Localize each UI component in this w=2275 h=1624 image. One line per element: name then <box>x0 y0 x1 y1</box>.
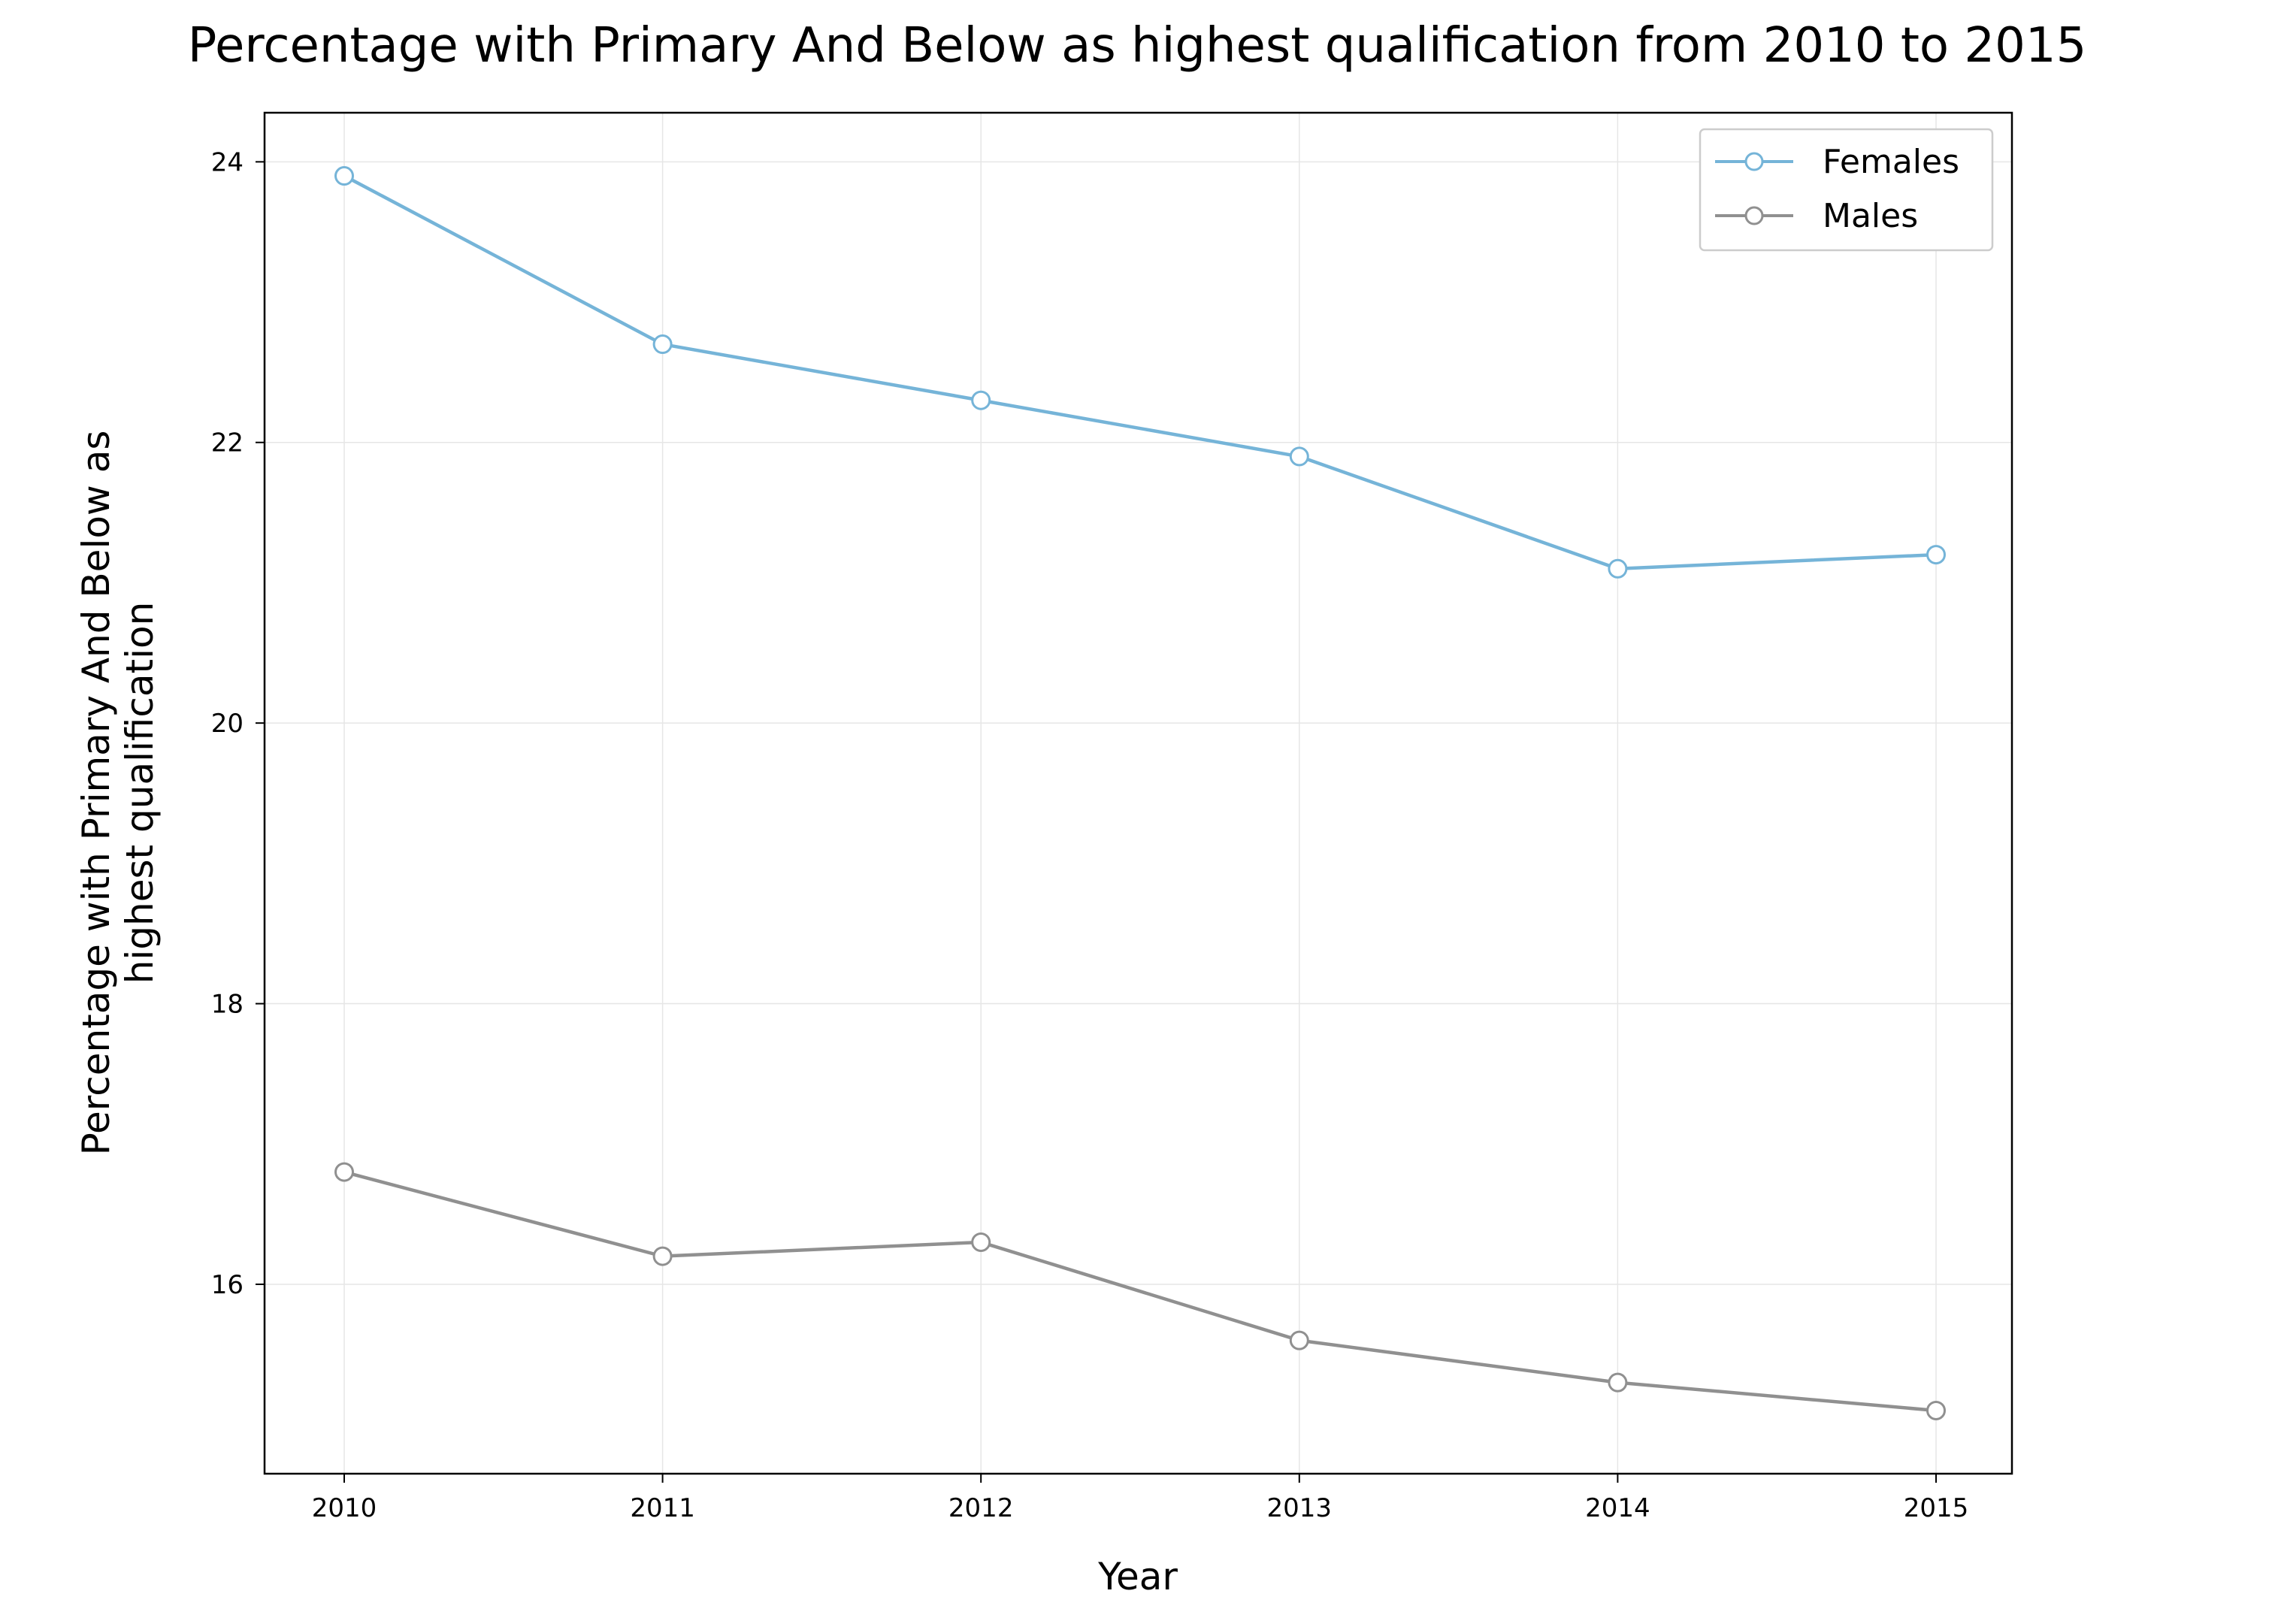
data-point-females <box>1289 446 1309 467</box>
plot-frame <box>263 111 2013 1475</box>
y-tick-label: 20 <box>211 709 244 739</box>
x-axis-label: Year <box>1097 1555 1178 1598</box>
legend-marker-males <box>1744 206 1764 225</box>
data-point-males <box>1289 1330 1309 1350</box>
y-axis-label-line-2: highest qualification <box>118 602 162 984</box>
legend-marker-females <box>1744 152 1764 171</box>
series-lines <box>343 174 1937 1413</box>
legend-label-males: Males <box>1823 197 1918 235</box>
y-axis: 16 18 20 22 24 <box>211 147 265 1300</box>
legend-label-females: Females <box>1823 143 1959 181</box>
x-tick-label: 2012 <box>948 1493 1014 1523</box>
data-point-females <box>1608 558 1628 579</box>
x-tick-label: 2011 <box>630 1493 695 1523</box>
grid-lines <box>265 113 2012 1474</box>
y-tick-label: 18 <box>211 990 244 1020</box>
series-points <box>334 166 1946 1420</box>
data-point-males <box>652 1246 673 1266</box>
chart-title: Percentage with Primary And Below as hig… <box>188 18 2087 74</box>
data-point-females <box>652 334 673 355</box>
data-point-females <box>971 390 991 410</box>
x-tick-label: 2015 <box>1904 1493 1969 1523</box>
y-tick-label: 16 <box>211 1270 244 1300</box>
legend: Females Males <box>1699 128 1994 252</box>
data-point-males <box>1608 1372 1628 1393</box>
x-tick-label: 2013 <box>1267 1493 1333 1523</box>
series-line-females <box>343 174 1937 571</box>
x-tick-label: 2010 <box>312 1493 377 1523</box>
legend-box <box>1699 128 1994 252</box>
series-line-males <box>343 1170 1937 1413</box>
data-point-females <box>1926 545 1946 565</box>
y-axis-label: Percentage with Primary And Below as hig… <box>74 431 162 1156</box>
x-axis: 2010 2011 2012 2013 2014 2015 <box>312 1474 1969 1523</box>
data-point-males <box>334 1162 354 1182</box>
data-point-males <box>1926 1400 1946 1420</box>
data-point-males <box>971 1232 991 1252</box>
y-tick-label: 22 <box>211 428 244 458</box>
x-tick-label: 2014 <box>1585 1493 1650 1523</box>
data-point-females <box>334 166 354 186</box>
y-axis-label-line-1: Percentage with Primary And Below as <box>74 431 118 1156</box>
y-tick-label: 24 <box>211 147 244 177</box>
